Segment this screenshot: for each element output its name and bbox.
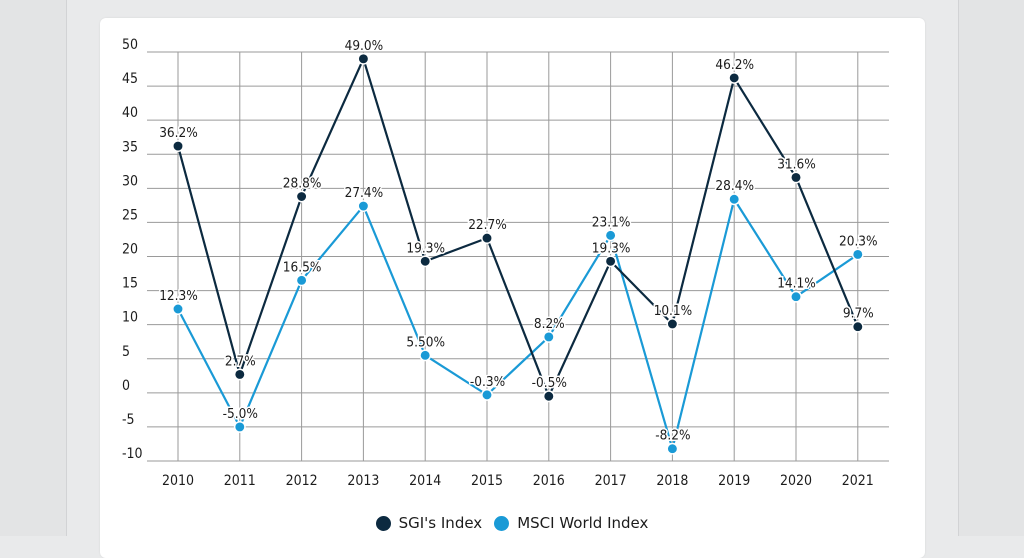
data-label-sgi: 10.1% <box>654 303 693 319</box>
x-tick-label: 2018 <box>656 473 688 489</box>
x-tick-label: 2017 <box>595 473 627 489</box>
data-label-sgi: -0.5% <box>532 375 567 391</box>
data-label-msci: 20.3% <box>839 233 878 249</box>
data-point-msci <box>172 303 184 315</box>
data-point-sgi <box>357 52 370 65</box>
data-label-sgi: 28.8% <box>283 176 322 192</box>
data-point-sgi <box>666 318 679 330</box>
data-point-msci <box>481 388 493 401</box>
data-point-msci <box>419 349 432 362</box>
y-tick-label: 20 <box>122 242 138 258</box>
series-line-msci <box>177 198 859 450</box>
chart-card <box>100 18 925 558</box>
data-label-msci: -8.2% <box>655 428 690 444</box>
data-label-sgi: 9.7% <box>843 306 874 322</box>
data-point-sgi <box>481 232 493 245</box>
data-point-sgi <box>419 255 432 268</box>
data-point-sgi <box>542 390 555 403</box>
x-tick-label: 2013 <box>347 473 379 489</box>
y-tick-label: 45 <box>122 71 138 87</box>
legend-item-sgi[interactable]: SGI's Index <box>375 514 483 532</box>
y-tick-label: 50 <box>122 37 138 53</box>
y-tick-label: -10 <box>122 446 143 462</box>
data-point-msci <box>728 193 741 206</box>
data-point-sgi <box>172 140 184 153</box>
data-label-msci: -0.3% <box>470 374 505 390</box>
msci-series-dot-icon <box>494 515 510 531</box>
x-tick-label: 2011 <box>224 473 256 489</box>
series-line-sgi <box>176 57 859 398</box>
y-tick-label: 30 <box>122 173 138 189</box>
right-background-panel <box>958 0 1024 536</box>
data-point-msci <box>295 274 308 287</box>
data-label-sgi: 2.7% <box>225 353 256 369</box>
data-label-sgi: 46.2% <box>715 57 754 73</box>
data-label-msci: 27.4% <box>345 185 384 201</box>
data-label-sgi: 49.0% <box>345 38 384 54</box>
y-tick-label: -5 <box>122 412 135 428</box>
y-tick-label: 0 <box>122 378 130 394</box>
data-label-sgi: 19.3% <box>406 240 445 256</box>
sgi-series-dot-icon <box>375 515 391 531</box>
left-background-panel <box>0 0 67 536</box>
data-label-msci: 8.2% <box>534 316 565 332</box>
x-tick-label: 2010 <box>162 473 194 489</box>
data-point-sgi <box>233 368 246 381</box>
x-tick-label: 2019 <box>718 473 750 489</box>
data-point-msci <box>233 420 246 433</box>
data-label-sgi: 22.7% <box>468 217 507 233</box>
y-tick-label: 10 <box>122 310 138 326</box>
y-tick-label: 35 <box>122 139 138 155</box>
data-point-sgi <box>295 190 308 203</box>
legend-label-msci: MSCI World Index <box>517 514 649 532</box>
data-label-sgi: 36.2% <box>159 125 198 141</box>
y-tick-label: 25 <box>122 207 138 223</box>
chart-legend: SGI's Index MSCI World Index <box>0 514 1024 532</box>
data-point-msci <box>666 442 679 455</box>
data-point-sgi <box>604 255 617 268</box>
data-point-sgi <box>851 320 864 333</box>
x-tick-label: 2015 <box>471 473 503 489</box>
data-label-msci: 5.50% <box>406 334 445 350</box>
x-tick-label: 2014 <box>409 473 441 489</box>
data-label-msci: 14.1% <box>777 276 816 292</box>
x-tick-label: 2012 <box>286 473 318 489</box>
data-label-msci: -5.0% <box>223 406 258 422</box>
x-tick-label: 2016 <box>533 473 565 489</box>
data-point-msci <box>357 200 370 213</box>
data-point-sgi <box>790 171 802 184</box>
data-label-msci: 28.4% <box>715 178 754 194</box>
legend-label-sgi: SGI's Index <box>398 514 483 532</box>
data-point-msci <box>604 229 617 242</box>
y-tick-label: 15 <box>122 276 138 292</box>
data-point-msci <box>542 330 555 343</box>
x-tick-label: 2020 <box>780 473 812 489</box>
y-tick-label: 5 <box>122 344 130 360</box>
legend-item-msci[interactable]: MSCI World Index <box>494 514 648 532</box>
data-label-msci: 12.3% <box>159 288 198 304</box>
data-label-msci: 23.1% <box>592 214 631 230</box>
data-point-msci <box>790 290 802 303</box>
data-label-sgi: 19.3% <box>592 240 631 256</box>
data-label-sgi: 31.6% <box>777 156 816 172</box>
data-point-sgi <box>728 71 741 84</box>
data-label-msci: 16.5% <box>283 259 322 275</box>
data-point-msci <box>851 248 864 261</box>
y-tick-label: 40 <box>122 105 138 121</box>
x-tick-label: 2021 <box>842 473 874 489</box>
